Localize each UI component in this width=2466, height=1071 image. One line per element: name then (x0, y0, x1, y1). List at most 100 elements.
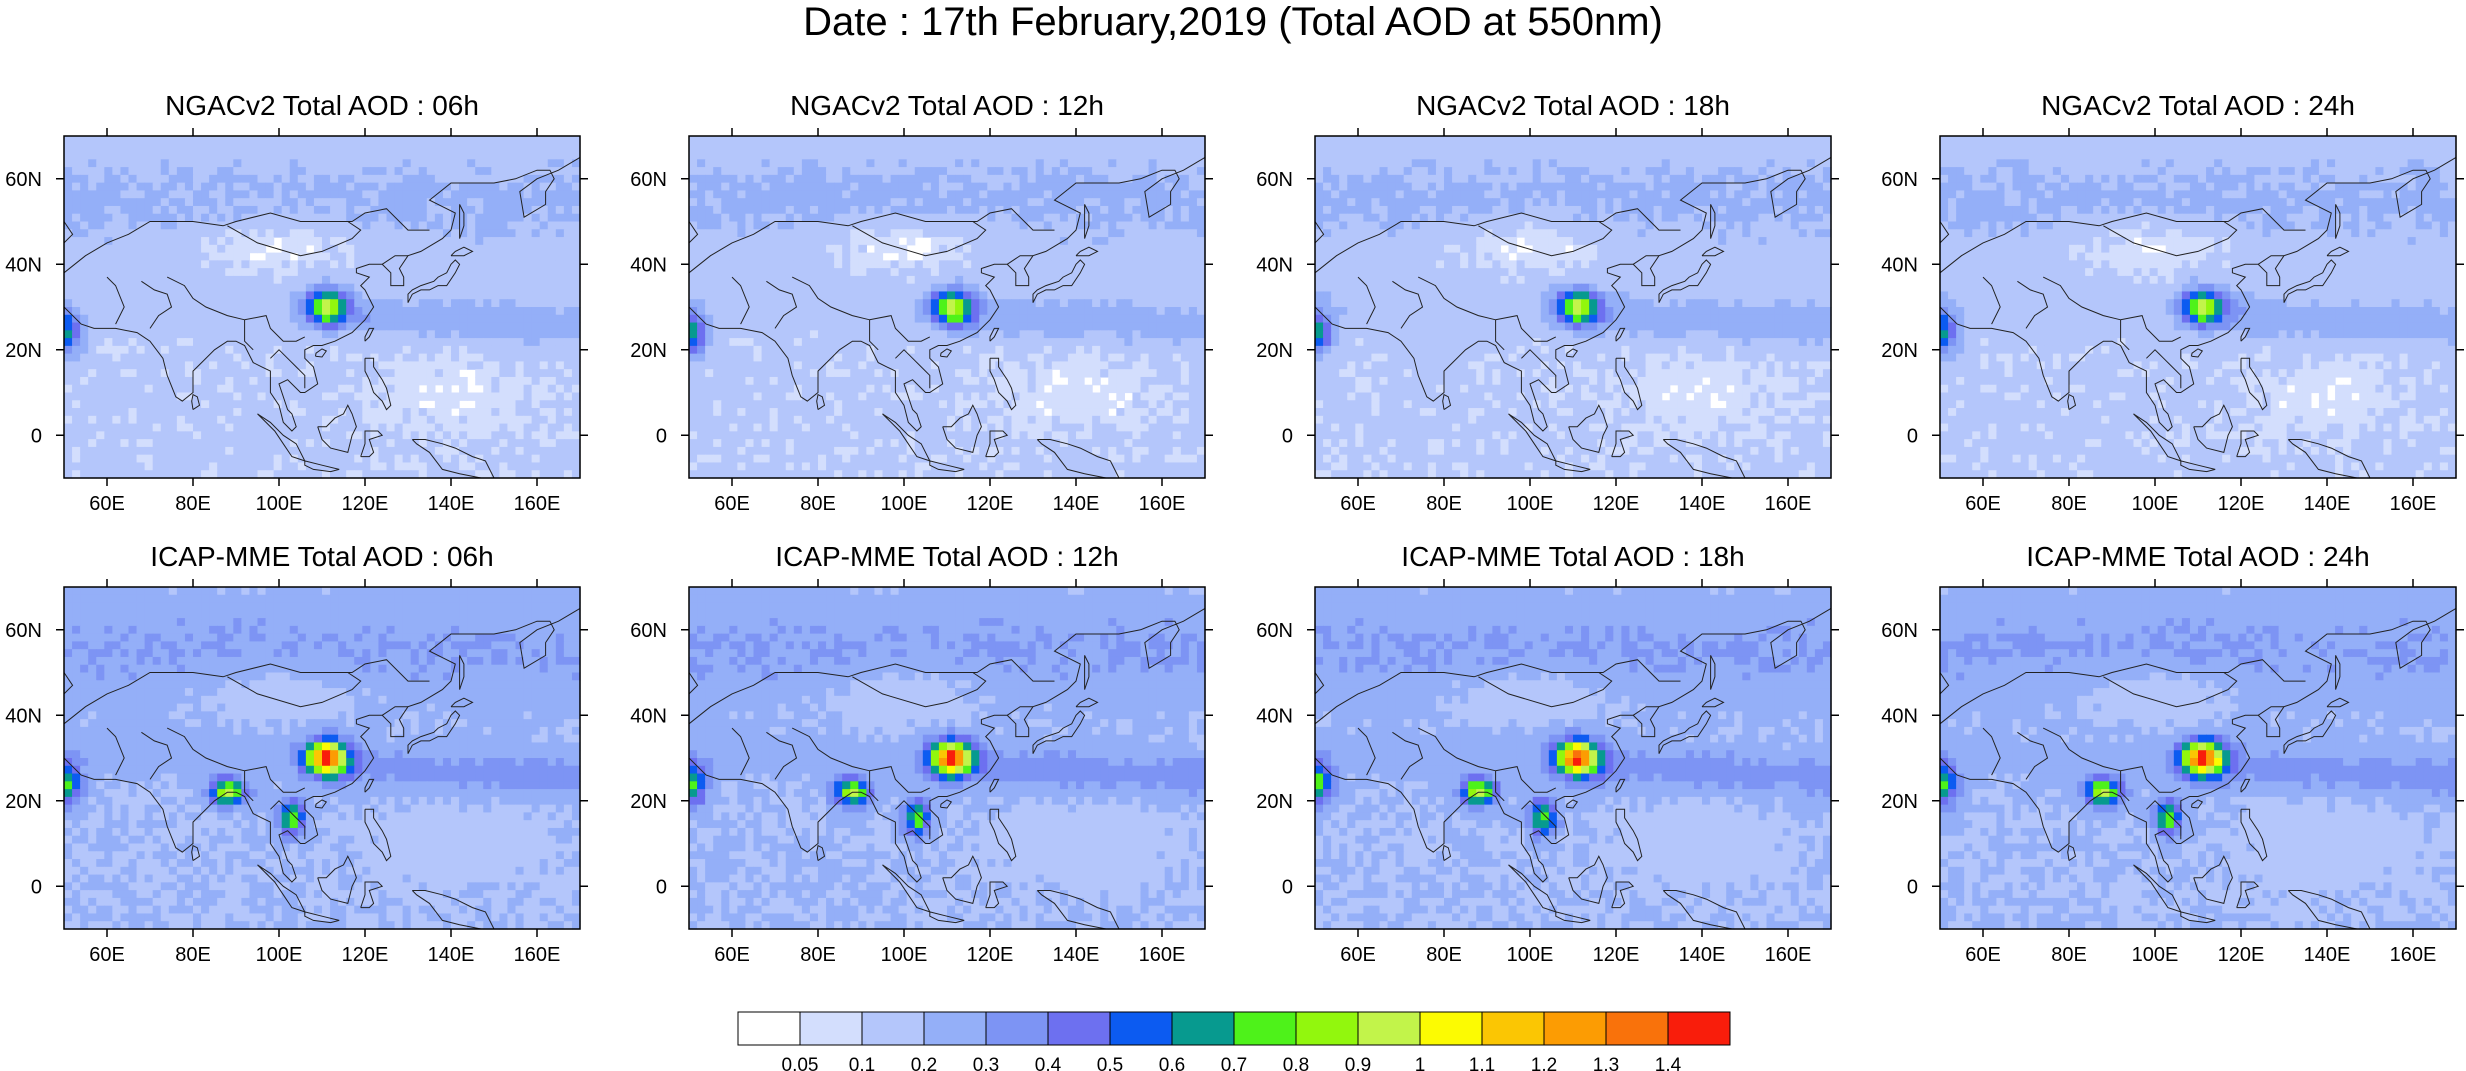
aod-cell (378, 143, 388, 153)
aod-cell (769, 174, 779, 184)
aod-cell (491, 392, 500, 401)
aod-cell (515, 431, 525, 440)
aod-cell (555, 462, 565, 471)
aod-cell (890, 198, 900, 207)
aod-cell (338, 400, 347, 409)
aod-cell (761, 384, 771, 394)
aod-cell (410, 314, 420, 324)
aod-cell (160, 376, 170, 386)
aod-cell (697, 345, 706, 355)
aod-cell (394, 353, 404, 363)
aod-cell (947, 182, 956, 192)
aod-cell (322, 415, 331, 425)
aod-cell (753, 291, 763, 300)
aod-cell (523, 143, 533, 153)
aod-cell (483, 322, 492, 331)
aod-cell (818, 361, 827, 370)
aod-cell (410, 268, 420, 277)
aod-cell (289, 299, 299, 308)
aod-cell (475, 252, 484, 261)
aod-cell (378, 369, 388, 378)
aod-cell (434, 431, 444, 440)
aod-cell (1180, 330, 1190, 339)
aod-cell (777, 229, 787, 238)
aod-cell (769, 307, 779, 316)
aod-cell (104, 384, 113, 394)
aod-cell (402, 275, 412, 285)
aod-cell (80, 400, 89, 409)
aod-cell (914, 174, 924, 184)
aod-cell (1059, 143, 1069, 153)
aod-cell (128, 314, 138, 324)
aod-cell (297, 136, 307, 145)
aod-cell (402, 260, 412, 269)
aod-cell (297, 431, 307, 440)
aod-cell (769, 198, 779, 207)
aod-cell (1043, 190, 1053, 199)
aod-cell (874, 338, 884, 347)
aod-cell (729, 345, 738, 355)
aod-cell (729, 136, 738, 145)
aod-cell (451, 244, 460, 254)
aod-cell (233, 470, 242, 479)
aod-cell (785, 299, 795, 308)
aod-cell (281, 369, 291, 378)
aod-cell (176, 221, 186, 230)
aod-cell (1172, 369, 1182, 378)
aod-cell (930, 213, 940, 223)
aod-cell (987, 307, 996, 316)
aod-cell (955, 205, 964, 215)
aod-cell (467, 454, 476, 464)
aod-cell (1011, 213, 1021, 223)
aod-cell (922, 159, 932, 168)
aod-cell (370, 408, 380, 417)
aod-cell (689, 384, 698, 394)
aod-cell (96, 376, 105, 386)
aod-cell (930, 330, 940, 339)
aod-cell (483, 415, 492, 425)
aod-cell (737, 229, 747, 238)
aod-cell (273, 221, 283, 230)
aod-cell (72, 439, 81, 448)
aod-cell (184, 291, 194, 300)
aod-cell (249, 299, 259, 308)
aod-cell (938, 260, 948, 269)
aod-cell (330, 174, 339, 184)
aod-cell (947, 376, 956, 386)
aod-cell (209, 439, 218, 448)
aod-cell (697, 237, 706, 246)
aod-cell (193, 431, 202, 440)
aod-cell (168, 338, 178, 347)
aod-cell (539, 408, 549, 417)
aod-cell (193, 143, 202, 153)
aod-cell (1035, 307, 1045, 316)
aod-cell (378, 400, 388, 409)
aod-cell (249, 151, 259, 160)
aod-cell (217, 470, 226, 479)
aod-cell (144, 361, 154, 370)
aod-cell (777, 205, 787, 215)
aod-cell (120, 307, 130, 316)
aod-cell (144, 136, 154, 145)
aod-cell (475, 260, 484, 269)
aod-cell (459, 431, 468, 440)
aod-cell (547, 330, 557, 339)
aod-cell (1116, 237, 1125, 246)
aod-cell (793, 345, 803, 355)
aod-cell (713, 314, 722, 324)
aod-cell (834, 167, 843, 176)
aod-cell (322, 299, 331, 308)
aod-cell (362, 423, 371, 432)
aod-cell (136, 431, 146, 440)
aod-cell (1003, 392, 1013, 401)
aod-cell (442, 423, 452, 432)
aod-cell (890, 190, 900, 199)
aod-cell (475, 190, 484, 199)
aod-cell (737, 260, 747, 269)
aod-cell (955, 392, 964, 401)
aod-cell (1196, 376, 1206, 386)
aod-cell (818, 182, 827, 192)
aod-cell (858, 136, 867, 145)
aod-cell (491, 322, 500, 331)
aod-cell (257, 361, 267, 370)
